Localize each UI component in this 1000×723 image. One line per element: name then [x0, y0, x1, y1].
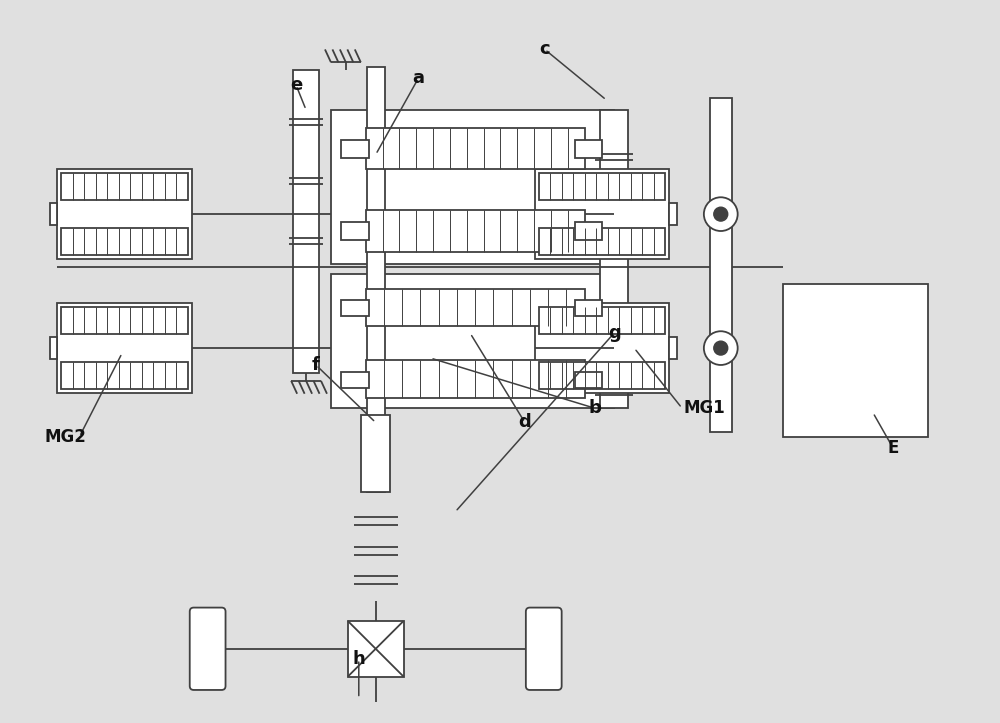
Circle shape [714, 208, 728, 221]
Bar [669, 203, 677, 226]
Bar [669, 337, 677, 359]
Bar [366, 360, 585, 398]
Bar [293, 70, 319, 373]
Bar [341, 372, 369, 388]
Bar [367, 67, 385, 492]
Bar [575, 372, 602, 388]
Text: d: d [518, 414, 531, 432]
Bar [61, 174, 188, 200]
Text: E: E [887, 439, 898, 457]
Bar [341, 140, 369, 158]
Text: e: e [290, 77, 302, 94]
Bar [575, 140, 602, 158]
Bar [366, 288, 585, 326]
Bar [331, 110, 614, 264]
Bar [366, 128, 585, 169]
Bar [575, 222, 602, 240]
Bar [535, 304, 669, 393]
Bar [57, 304, 192, 393]
Bar [710, 98, 732, 432]
Text: f: f [312, 356, 320, 374]
Text: c: c [539, 40, 550, 59]
Circle shape [714, 341, 728, 355]
Bar [331, 274, 614, 408]
Text: h: h [352, 650, 365, 668]
Bar [348, 621, 404, 677]
Text: MG2: MG2 [45, 428, 86, 446]
Bar [341, 301, 369, 317]
Bar [539, 228, 665, 254]
FancyBboxPatch shape [526, 607, 562, 690]
FancyBboxPatch shape [190, 607, 226, 690]
Bar [361, 414, 390, 492]
Bar [61, 307, 188, 334]
Circle shape [704, 331, 738, 365]
Bar [539, 174, 665, 200]
Bar [539, 362, 665, 389]
Bar [539, 307, 665, 334]
Bar [50, 337, 57, 359]
Bar [535, 169, 669, 259]
Bar [341, 222, 369, 240]
Bar [575, 301, 602, 317]
Bar [783, 283, 928, 437]
Text: g: g [608, 324, 621, 342]
Bar [366, 210, 585, 252]
Bar [61, 362, 188, 389]
Bar [57, 169, 192, 259]
Bar [61, 228, 188, 254]
Bar [50, 203, 57, 226]
Circle shape [704, 197, 738, 231]
Text: MG1: MG1 [684, 399, 726, 417]
Bar [600, 110, 628, 408]
Text: b: b [588, 399, 601, 417]
Text: a: a [412, 69, 424, 87]
